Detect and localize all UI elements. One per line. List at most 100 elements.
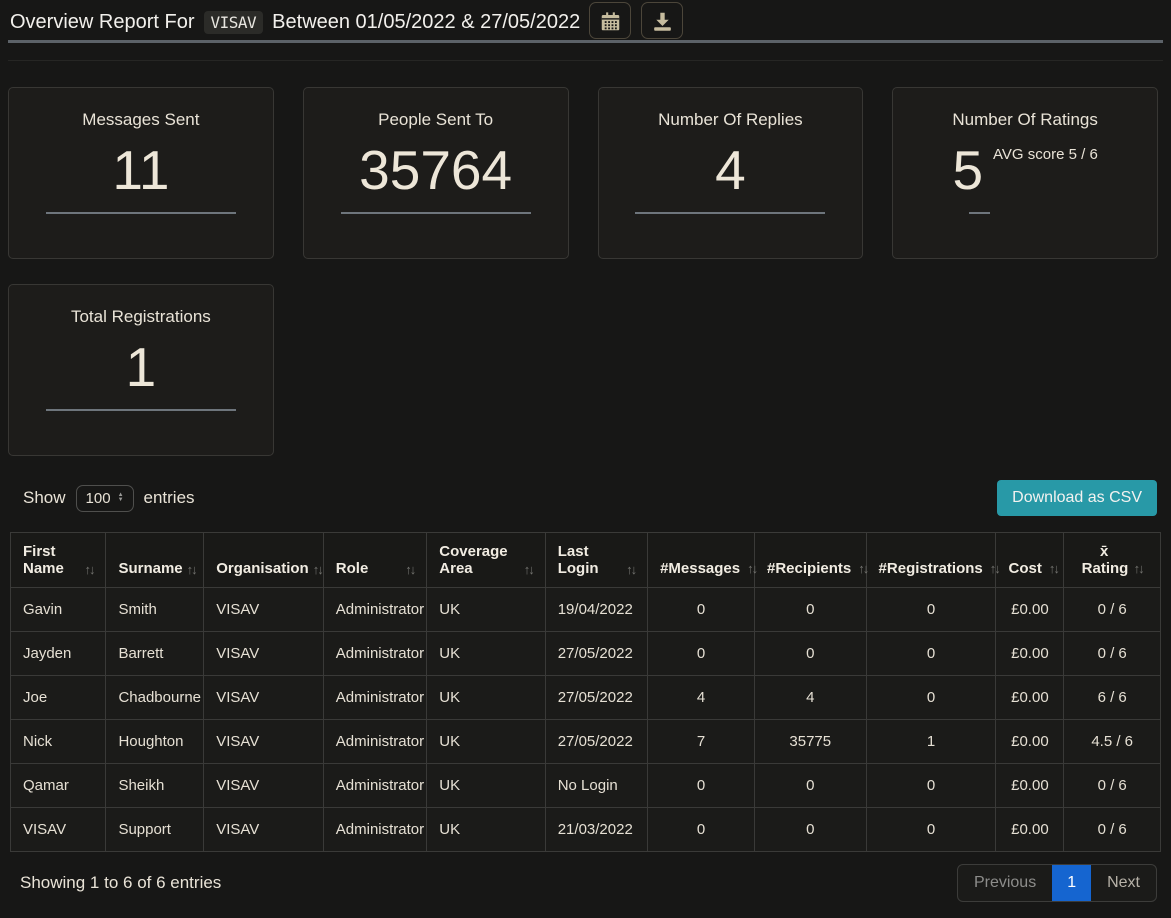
table-cell: 21/03/2022 [544, 807, 649, 852]
table-cell: 0 / 6 [1063, 763, 1161, 808]
stat-card-divider [340, 212, 531, 214]
avg-score-label: AVG score 5 / 6 [993, 146, 1098, 163]
table-cell: VISAV [203, 675, 324, 720]
stat-cards: Messages Sent 11 People Sent To 35764 Nu… [8, 87, 1158, 456]
stat-card-divider [45, 409, 236, 411]
table-cell: Administrator [322, 763, 428, 808]
sort-icon: ↑↓ [523, 562, 535, 577]
table-cell: VISAV [9, 807, 107, 852]
column-header[interactable]: Role ↑↓ [322, 532, 428, 588]
table-cell: Support [105, 807, 205, 852]
entries-label: entries [143, 488, 195, 507]
column-header[interactable]: #Recipients ↑↓ [754, 532, 869, 588]
column-header[interactable]: #Messages ↑↓ [647, 532, 758, 588]
column-header[interactable]: #Registrations ↑↓ [865, 532, 1001, 588]
org-code-chip: VISAV [203, 10, 264, 34]
page-1-button[interactable]: 1 [1052, 865, 1092, 901]
next-page-button[interactable]: Next [1107, 874, 1140, 891]
stat-card-total-registrations: Total Registrations 1 [8, 284, 274, 456]
table-cell: 27/05/2022 [544, 719, 649, 764]
stat-card-number-of-ratings: Number Of Ratings 5 AVG score 5 / 6 [892, 87, 1158, 259]
column-header[interactable]: Last Login ↑↓ [544, 532, 649, 588]
sort-icon: ↑↓ [626, 562, 637, 577]
table-cell: 1 [865, 719, 997, 764]
table-cell: 0 [647, 631, 755, 676]
stat-card-messages-sent: Messages Sent 11 [8, 87, 274, 259]
column-header[interactable]: Organisation ↑↓ [203, 532, 324, 588]
table-cell: Administrator [322, 587, 428, 632]
table-cell: 0 [647, 587, 755, 632]
table-cell: £0.00 [995, 719, 1065, 764]
table-cell: 0 [754, 587, 867, 632]
stat-card-value: 5 [952, 139, 984, 201]
entries-summary: Showing 1 to 6 of 6 entries [20, 873, 222, 892]
table-cell: Administrator [322, 675, 428, 720]
stat-card-divider [635, 212, 826, 214]
table-cell: VISAV [203, 587, 324, 632]
download-report-button[interactable] [641, 1, 684, 39]
table-cell: 27/05/2022 [544, 675, 649, 720]
table-header-row: First Name ↑↓ Surname ↑↓ Organisation ↑↓ Role ↑… [9, 532, 1161, 588]
column-header-label: #Registrations [878, 560, 983, 577]
table-cell: 0 [754, 807, 867, 852]
table-row: VISAV Support VISAV Administrator UK 21/03/20… [9, 807, 1161, 852]
stat-card-value: 35764 [359, 139, 513, 201]
page-size-select[interactable]: 100 ▲ ▼ [75, 484, 134, 512]
table-cell: UK [426, 763, 546, 808]
users-table: First Name ↑↓ Surname ↑↓ Organisation ↑↓ Role ↑… [9, 532, 1161, 852]
sort-icon: ↑↓ [186, 562, 198, 577]
table-cell: 0 / 6 [1063, 631, 1161, 676]
report-header: Overview Report For VISAV Between 01/05/… [7, 0, 1164, 40]
column-header-label: Coverage Area [439, 543, 508, 577]
stat-card-divider [969, 212, 991, 214]
date-range-button[interactable] [589, 1, 632, 39]
sort-icon: ↑↓ [858, 561, 869, 576]
table-cell: UK [426, 807, 546, 852]
select-arrows-icon: ▲ ▼ [117, 492, 124, 503]
column-header[interactable]: Cost ↑↓ [995, 532, 1065, 588]
table-cell: Joe [9, 675, 107, 720]
table-cell: VISAV [203, 719, 324, 764]
column-header-label: Surname [118, 560, 183, 577]
table-cell: Nick [9, 719, 107, 764]
column-header[interactable]: First Name ↑↓ [9, 532, 107, 588]
column-header[interactable]: Coverage Area ↑↓ [426, 532, 546, 588]
sort-icon: ↑↓ [1133, 561, 1145, 576]
table-cell: Administrator [322, 719, 428, 764]
column-header[interactable]: Surname ↑↓ [105, 532, 205, 588]
table-cell: 0 / 6 [1063, 807, 1161, 852]
sort-icon: ↑↓ [989, 561, 1001, 576]
table-cell: 4 [647, 675, 755, 720]
table-cell: No Login [544, 763, 649, 808]
previous-page-button[interactable]: Previous [973, 874, 1037, 891]
stat-card-label: Number Of Replies [658, 110, 803, 129]
stat-card-value: 11 [112, 139, 170, 201]
stat-card-divider [45, 212, 236, 214]
table-cell: UK [426, 587, 546, 632]
table-cell: 0 [647, 807, 755, 852]
table-cell: £0.00 [995, 631, 1065, 676]
column-header[interactable]: x̄ Rating ↑↓ [1063, 532, 1161, 588]
calendar-icon [601, 11, 619, 30]
download-csv-button[interactable]: Download as CSV [997, 480, 1157, 516]
table-row: Joe Chadbourne VISAV Administrator UK 27/05/2… [9, 675, 1161, 720]
table-row: Gavin Smith VISAV Administrator UK 19/04/2022… [9, 587, 1161, 632]
table-row: Jayden Barrett VISAV Administrator UK 27/05/2… [9, 631, 1161, 676]
stat-card-label: Total Registrations [70, 307, 211, 326]
table-cell: Administrator [322, 807, 428, 852]
table-cell: 7 [647, 719, 755, 764]
table-cell: £0.00 [995, 675, 1065, 720]
table-cell: 0 [865, 631, 997, 676]
stat-card-value: 4 [715, 139, 746, 201]
table-cell: 0 [647, 763, 755, 808]
header-divider [8, 40, 1163, 43]
column-header-label: x̄ Rating [1081, 543, 1129, 577]
table-cell: 0 / 6 [1063, 587, 1161, 632]
table-cell: 19/04/2022 [544, 587, 649, 632]
column-header-label: #Recipients [767, 560, 852, 577]
table-cell: Sheikh [105, 763, 205, 808]
column-header-label: Last Login [557, 543, 599, 577]
table-cell: 0 [754, 631, 867, 676]
sort-icon: ↑↓ [1048, 561, 1060, 576]
